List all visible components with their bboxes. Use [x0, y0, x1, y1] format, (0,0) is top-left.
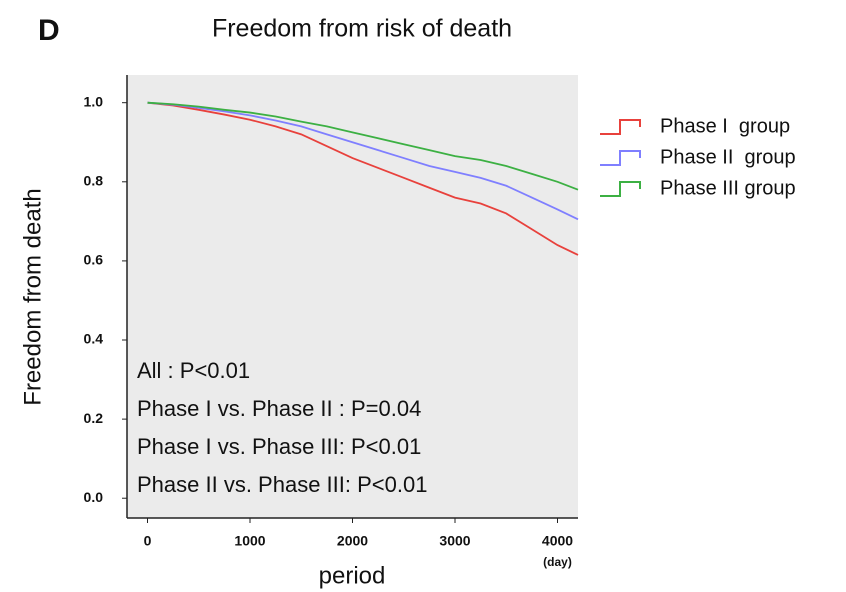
y-tick-label: 0.0 — [84, 489, 104, 505]
annotation: Phase II vs. Phase III: P<0.01 — [137, 472, 427, 497]
survival-line — [147, 101, 579, 191]
survival-line — [147, 101, 579, 221]
x-tick-label: 0 — [144, 533, 152, 549]
x-tick-label: 4000 — [542, 533, 573, 549]
annotation: Phase I vs. Phase III: P<0.01 — [137, 434, 421, 459]
plot-background — [127, 75, 578, 518]
y-tick-label: 0.4 — [84, 331, 104, 347]
legend-swatch — [600, 150, 641, 166]
legend-swatch — [600, 119, 641, 135]
legend-label: Phase I group — [660, 115, 790, 137]
y-tick-label: 0.8 — [84, 172, 104, 188]
chart-title: Freedom from risk of death — [212, 15, 512, 43]
y-tick-label: 1.0 — [84, 93, 104, 109]
legend-label: Phase II group — [660, 146, 796, 168]
legend-swatch — [600, 181, 641, 197]
panel-label: D — [38, 14, 60, 47]
x-unit: (day) — [543, 555, 572, 569]
x-tick-label: 1000 — [234, 533, 265, 549]
legend-label: Phase III group — [660, 177, 796, 199]
y-tick-label: 0.6 — [84, 252, 104, 268]
survival-line — [147, 101, 579, 256]
y-axis-label: Freedom from death — [19, 188, 46, 405]
x-axis-label: period — [319, 562, 386, 589]
annotation: All : P<0.01 — [137, 358, 250, 383]
x-tick-label: 3000 — [439, 533, 470, 549]
annotation: Phase I vs. Phase II : P=0.04 — [137, 396, 421, 421]
x-tick-label: 2000 — [337, 533, 368, 549]
y-tick-label: 0.2 — [84, 410, 104, 426]
